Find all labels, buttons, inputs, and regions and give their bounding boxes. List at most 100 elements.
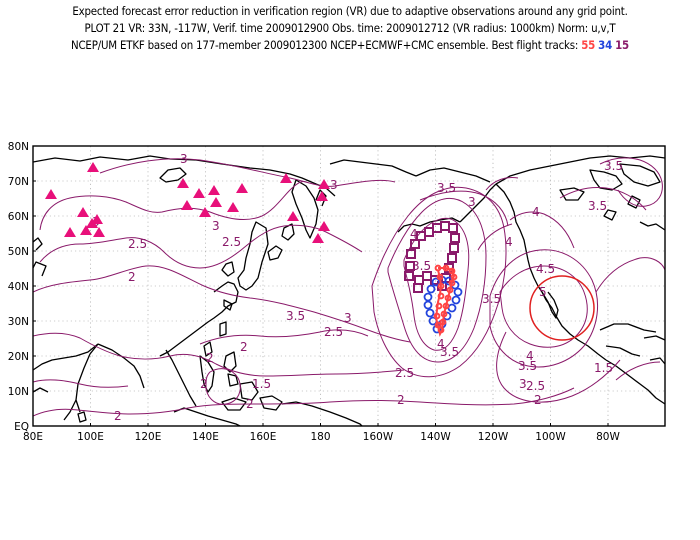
flight-track-55 <box>433 264 458 337</box>
track-34-point <box>423 300 433 310</box>
contour-label: 2 <box>206 351 214 365</box>
track-34-point <box>453 287 463 297</box>
contour-label: 3.5 <box>588 199 607 213</box>
contour-label: 3 <box>519 377 527 391</box>
contour-label: 2 <box>397 393 405 407</box>
contour-label: 2.5 <box>324 325 343 339</box>
contour-label: 4 <box>505 235 513 249</box>
lat-label: 20N <box>8 351 29 363</box>
lon-label: 160E <box>250 431 277 443</box>
lat-label: 10N <box>8 386 29 398</box>
contour-label: 4 <box>526 349 534 363</box>
contour-label: 2 <box>240 340 248 354</box>
track-55-point <box>448 267 456 275</box>
contour-label: 4 <box>532 205 540 219</box>
triangle-marker <box>80 225 92 235</box>
lon-label: 100W <box>535 431 566 443</box>
track-55-label: 55 <box>581 38 596 52</box>
contour-label: 3 <box>212 219 220 233</box>
lat-label: 50N <box>8 246 29 258</box>
lon-label: 80E <box>23 431 43 443</box>
contour-label: 2 <box>114 409 122 423</box>
lat-label: EQ <box>14 421 29 433</box>
track-15-point <box>405 261 415 271</box>
triangle-marker <box>227 202 239 212</box>
triangle-marker <box>87 162 99 172</box>
track-55-point <box>433 312 441 320</box>
header-line-2: PLOT 21 VR: 33N, -117W, Verif. time 2009… <box>84 21 616 35</box>
triangle-marker <box>318 179 330 189</box>
triangle-marker <box>318 221 330 231</box>
track-55-point <box>437 292 445 300</box>
contour-label: 3.5 <box>604 159 623 173</box>
track-55-point <box>437 326 445 334</box>
contour-label: 3.5 <box>412 259 431 273</box>
triangle-marker <box>208 185 220 195</box>
contour-label: 2.5 <box>526 379 545 393</box>
triangle-marker <box>181 200 193 210</box>
triangle-marker <box>77 207 89 217</box>
verification-region-circle <box>529 275 595 341</box>
triangle-marker <box>91 214 103 224</box>
lon-label: 80W <box>596 431 620 443</box>
contour-label: 2 <box>534 393 542 407</box>
contour-label: 2.5 <box>395 366 414 380</box>
triangle-marker <box>93 227 105 237</box>
contour-label: 3.5 <box>437 181 456 195</box>
lon-label: 180 <box>310 431 330 443</box>
track-55-point <box>435 302 443 310</box>
forecast-error-contours <box>33 157 665 417</box>
lon-label: 100E <box>77 431 104 443</box>
longitude-axis: 80E 100E 120E 140E 160E 180 160W 140W 12… <box>23 431 620 443</box>
lon-label: 160W <box>363 431 394 443</box>
track-55-point <box>434 264 442 272</box>
contour-label: 3.5 <box>440 345 459 359</box>
header-line-1: Expected forecast error reduction in ver… <box>72 4 628 18</box>
contour-label: 4.5 <box>536 262 555 276</box>
contour-label: 4 <box>410 227 418 241</box>
track-55-point <box>434 321 442 329</box>
contour-label: 2.5 <box>128 237 147 251</box>
track-55-point <box>444 294 452 302</box>
lat-label: 60N <box>8 211 29 223</box>
track-15-point <box>450 233 460 243</box>
latitude-ticks <box>33 180 36 392</box>
triangle-marker <box>193 188 205 198</box>
track-15-point <box>448 223 458 233</box>
triangle-marker <box>199 207 211 217</box>
contour-label: 3 <box>330 178 338 192</box>
lon-label: 120W <box>478 431 509 443</box>
track-55-point <box>437 282 445 290</box>
header-line-3-text: NCEP/UM ETKF based on 177-member 2009012… <box>70 38 579 52</box>
contour-label: 3 <box>344 311 352 325</box>
track-15-point <box>449 243 459 253</box>
track-15-point <box>406 249 416 259</box>
track-15-point <box>447 253 457 263</box>
track-55-point <box>439 318 447 326</box>
contour-label: 1.5 <box>252 377 271 391</box>
track-55-point <box>448 279 456 287</box>
track-34-point <box>451 295 461 305</box>
contour-label: 3.5 <box>286 309 305 323</box>
contour-label: 3 <box>468 195 476 209</box>
triangle-marker <box>236 183 248 193</box>
track-15-point <box>404 271 414 281</box>
lat-label: 40N <box>8 281 29 293</box>
triangle-marker <box>312 233 324 243</box>
track-55-point <box>450 273 458 281</box>
triangle-marker <box>287 211 299 221</box>
contour-label: 3.5 <box>518 359 537 373</box>
sonde-markers <box>45 162 330 243</box>
lat-label: 30N <box>8 316 29 328</box>
track-34-point <box>423 292 433 302</box>
lat-label: 80N <box>8 141 29 153</box>
coastlines <box>33 155 665 426</box>
latitude-axis: 80N 70N 60N 50N 40N 30N 20N 10N EQ <box>8 141 29 433</box>
track-55-point <box>436 273 444 281</box>
contour-label: 2.5 <box>222 235 241 249</box>
track-55-point <box>440 310 448 318</box>
contour-label: 3.5 <box>482 292 501 306</box>
track-34-point <box>425 308 435 318</box>
triangle-marker <box>177 178 189 188</box>
